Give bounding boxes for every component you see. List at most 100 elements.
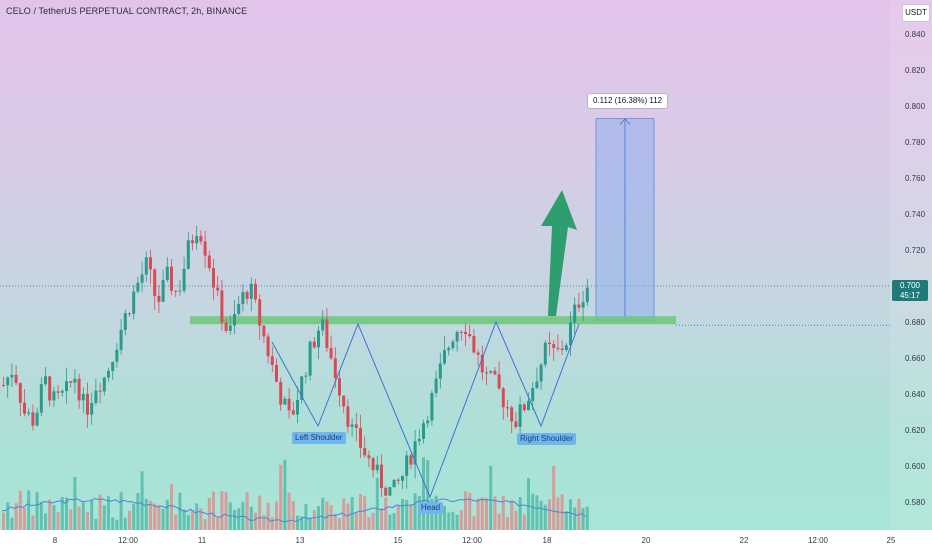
volume-bar: [170, 484, 173, 530]
volume-bar: [321, 497, 325, 530]
candle-body: [233, 313, 236, 326]
volume-bar: [443, 505, 446, 530]
volume-bar: [270, 517, 274, 530]
volume-bar: [539, 500, 543, 530]
candle-body: [94, 390, 98, 403]
candle-body: [44, 376, 47, 385]
volume-bar: [300, 516, 304, 530]
volume-bar: [165, 499, 169, 530]
candle-body: [60, 391, 64, 393]
time-tick-label: 12:00: [808, 536, 829, 545]
candle-body: [56, 391, 60, 393]
right-shoulder-label[interactable]: Right Shoulder: [517, 433, 576, 445]
candle-body: [405, 455, 409, 476]
volume-bar: [174, 514, 178, 530]
price-tick-label: 0.740: [905, 210, 926, 219]
volume-bar: [506, 517, 509, 530]
candle-body: [90, 402, 94, 415]
candle-body: [375, 464, 379, 471]
candle-body: [77, 378, 81, 401]
candle-body: [10, 374, 14, 378]
symbol-title: CELO / TetherUS PERPETUAL CONTRACT, 2h, …: [6, 6, 248, 16]
volume-bar: [283, 459, 287, 530]
candle-body: [392, 479, 396, 488]
candle-body: [262, 325, 266, 337]
time-tick-label: 20: [642, 536, 651, 545]
candle-body: [409, 455, 413, 465]
volume-bar: [564, 511, 568, 530]
candle-body: [136, 282, 140, 292]
volume-bar: [119, 492, 123, 530]
volume-bar: [60, 497, 64, 530]
volume-bar: [354, 513, 358, 530]
candle-body: [443, 350, 446, 364]
candle-body: [321, 319, 325, 331]
volume-bar: [514, 510, 518, 530]
volume-bar: [102, 505, 106, 530]
volume-bar: [10, 517, 14, 530]
candle-body: [107, 370, 110, 378]
candle-body: [52, 391, 56, 401]
left-shoulder-label[interactable]: Left Shoulder: [292, 432, 346, 444]
candle-body: [195, 236, 199, 244]
volume-bar: [527, 478, 530, 530]
volume-bar: [556, 497, 560, 530]
candle-body: [18, 383, 22, 403]
time-tick-label: 25: [887, 536, 896, 545]
candle-body: [86, 393, 89, 415]
candle-body: [581, 302, 585, 308]
candle-body: [144, 257, 148, 275]
bar-countdown: 45:17: [899, 291, 921, 300]
candle-body: [35, 412, 39, 426]
candle-body: [140, 274, 144, 283]
candle-body: [430, 393, 434, 421]
candle-body: [123, 313, 127, 330]
head-label[interactable]: Head: [418, 502, 444, 514]
candle-body: [186, 240, 190, 269]
candle-body: [23, 402, 26, 414]
volume-bar: [254, 512, 257, 530]
candle-body: [31, 412, 35, 426]
volume-bar: [401, 498, 404, 530]
volume-bar: [291, 501, 295, 530]
volume-bar: [447, 512, 451, 530]
volume-bar: [573, 507, 577, 530]
volume-bar: [359, 493, 362, 530]
candle-body: [367, 455, 371, 459]
time-tick-label: 18: [543, 536, 552, 545]
candle-body: [560, 348, 564, 350]
currency-button[interactable]: USDT: [902, 4, 930, 22]
volume-bar: [149, 500, 152, 530]
volume-bar: [161, 508, 165, 530]
measure-label: 0.112 (16.38%) 112: [587, 93, 669, 109]
candle-body: [480, 354, 484, 373]
volume-bar: [317, 506, 320, 530]
candle-body: [359, 427, 362, 448]
candle-body: [396, 479, 400, 481]
candle-body: [510, 407, 514, 422]
candle-body: [266, 336, 270, 357]
volume-bar: [388, 514, 392, 530]
candle-body: [65, 381, 68, 392]
volume-bar: [338, 517, 341, 530]
volume-bar: [279, 464, 283, 530]
candle-body: [354, 424, 358, 428]
candle-body: [212, 267, 215, 288]
volume-bar: [548, 499, 551, 530]
volume-bar: [363, 496, 367, 530]
candle-body: [14, 374, 18, 384]
time-tick-label: 22: [740, 536, 749, 545]
volume-bar: [455, 514, 459, 530]
candle-body: [69, 381, 73, 383]
volume-bar: [581, 507, 585, 530]
volume-bar: [480, 497, 484, 530]
volume-bar: [65, 497, 68, 530]
candle-body: [283, 398, 287, 405]
price-tick-label: 0.620: [905, 426, 926, 435]
volume-bar: [132, 503, 136, 530]
volume-bar: [396, 505, 400, 530]
price-tick-label: 0.680: [905, 318, 926, 327]
candle-body: [342, 395, 346, 407]
